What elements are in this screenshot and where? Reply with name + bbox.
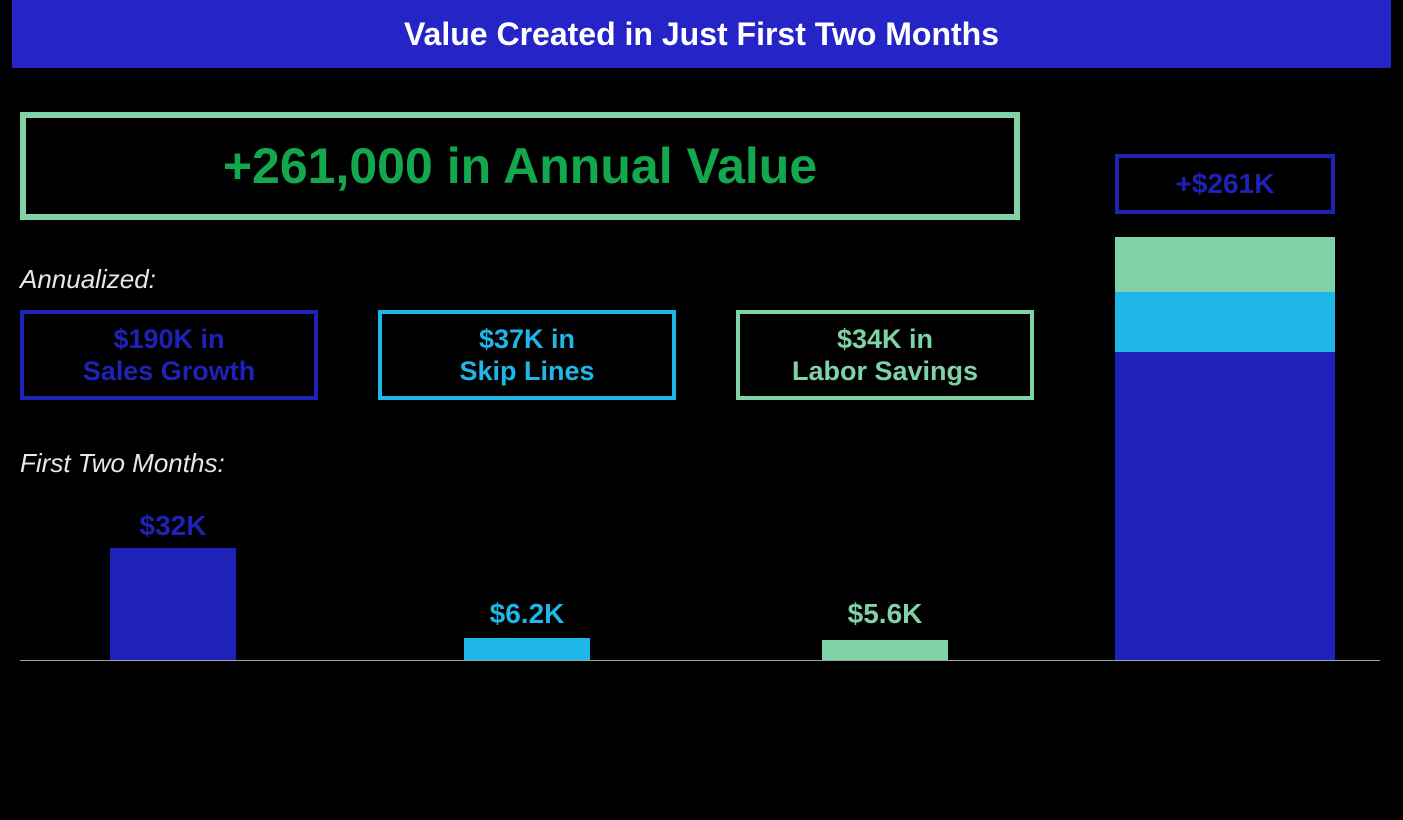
category-line1: $190K in [83, 323, 256, 355]
headline-text: +261,000 in Annual Value [223, 137, 817, 195]
category-box-sales-growth: $190K in Sales Growth [20, 310, 318, 400]
total-label: +$261K [1176, 168, 1275, 200]
bar-label-labor-savings: $5.6K [822, 598, 948, 630]
first-two-months-label: First Two Months: [20, 448, 225, 479]
category-line2: Skip Lines [459, 355, 594, 387]
category-box-labor-savings: $34K in Labor Savings [736, 310, 1034, 400]
category-line1: $37K in [459, 323, 594, 355]
title-bar: Value Created in Just First Two Months [12, 0, 1391, 68]
bar-skip-lines [464, 638, 590, 660]
category-line2: Labor Savings [792, 355, 978, 387]
bar-label-sales-growth: $32K [110, 510, 236, 542]
stack-segment-labor-savings [1115, 237, 1335, 292]
bar-sales-growth [110, 548, 236, 660]
bar-labor-savings [822, 640, 948, 660]
total-box: +$261K [1115, 154, 1335, 214]
category-box-skip-lines: $37K in Skip Lines [378, 310, 676, 400]
title-text: Value Created in Just First Two Months [404, 16, 999, 53]
stack-segment-skip-lines [1115, 292, 1335, 352]
headline-box: +261,000 in Annual Value [20, 112, 1020, 220]
annualized-label: Annualized: [20, 264, 156, 295]
infographic-canvas: { "title": { "text": "Value Created in J… [0, 0, 1403, 820]
category-line2: Sales Growth [83, 355, 256, 387]
bar-label-skip-lines: $6.2K [464, 598, 590, 630]
stack-segment-sales-growth [1115, 352, 1335, 660]
category-line1: $34K in [792, 323, 978, 355]
chart-baseline [20, 660, 1380, 661]
